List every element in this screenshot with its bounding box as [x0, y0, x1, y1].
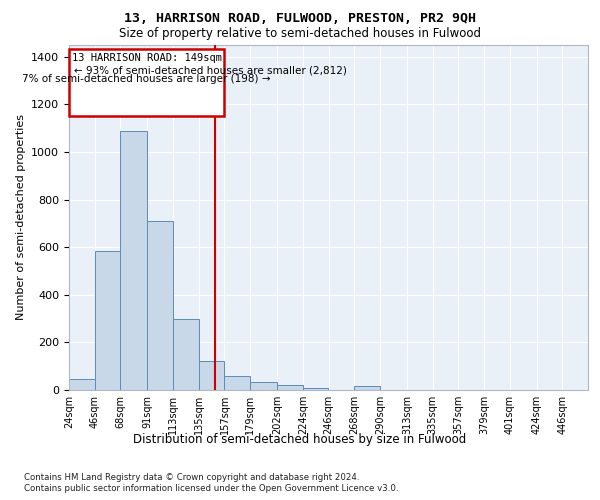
- Bar: [354, 386, 380, 390]
- Text: Distribution of semi-detached houses by size in Fulwood: Distribution of semi-detached houses by …: [133, 432, 467, 446]
- Text: 7% of semi-detached houses are larger (198) →: 7% of semi-detached houses are larger (1…: [22, 74, 271, 85]
- Bar: [277, 385, 303, 390]
- Bar: [173, 318, 199, 390]
- Text: Contains public sector information licensed under the Open Government Licence v3: Contains public sector information licen…: [24, 484, 398, 493]
- Bar: [69, 380, 95, 390]
- Bar: [224, 376, 250, 390]
- Bar: [121, 130, 148, 390]
- Text: Size of property relative to semi-detached houses in Fulwood: Size of property relative to semi-detach…: [119, 28, 481, 40]
- Bar: [303, 388, 329, 390]
- Text: Contains HM Land Registry data © Crown copyright and database right 2024.: Contains HM Land Registry data © Crown c…: [24, 472, 359, 482]
- Bar: [95, 251, 121, 390]
- Bar: [199, 362, 224, 390]
- Bar: [250, 382, 277, 390]
- Y-axis label: Number of semi-detached properties: Number of semi-detached properties: [16, 114, 26, 320]
- Bar: [148, 221, 173, 390]
- FancyBboxPatch shape: [69, 48, 224, 116]
- Text: 13 HARRISON ROAD: 149sqm: 13 HARRISON ROAD: 149sqm: [72, 54, 222, 64]
- Text: ← 93% of semi-detached houses are smaller (2,812): ← 93% of semi-detached houses are smalle…: [74, 65, 347, 75]
- Text: 13, HARRISON ROAD, FULWOOD, PRESTON, PR2 9QH: 13, HARRISON ROAD, FULWOOD, PRESTON, PR2…: [124, 12, 476, 26]
